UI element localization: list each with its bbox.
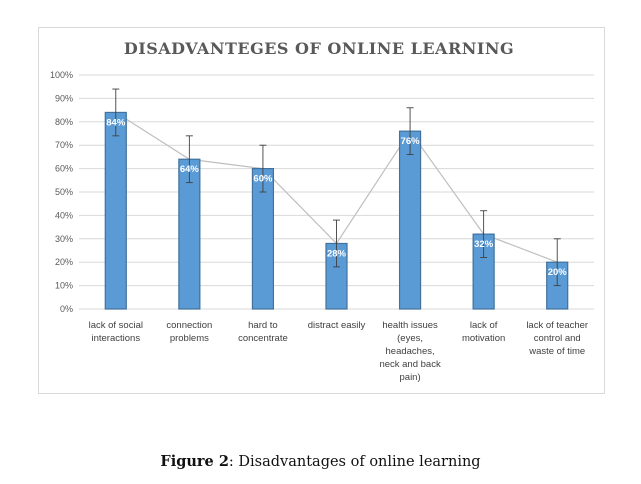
caption-label: Figure 2 bbox=[160, 453, 229, 470]
chart-title: DISADVANTEGES OF ONLINE LEARNING bbox=[124, 39, 514, 58]
data-label: 64% bbox=[180, 164, 200, 175]
figure-caption: Figure 2: Disadvantages of online learni… bbox=[0, 453, 641, 470]
y-tick-label: 20% bbox=[55, 257, 73, 267]
data-label: 76% bbox=[401, 136, 421, 147]
data-label: 32% bbox=[474, 239, 494, 250]
x-category-label: lack of social bbox=[89, 320, 143, 331]
x-category-label: waste of time bbox=[528, 346, 585, 357]
x-category-label: connection bbox=[166, 320, 212, 331]
x-category-label: control and bbox=[534, 333, 581, 344]
y-tick-label: 30% bbox=[55, 234, 73, 244]
data-label: 20% bbox=[548, 267, 568, 278]
x-category-label: lack of bbox=[470, 320, 498, 331]
data-label: 28% bbox=[327, 248, 347, 259]
y-tick-label: 50% bbox=[55, 187, 73, 197]
caption-text: : Disadvantages of online learning bbox=[228, 454, 481, 470]
x-category-label: pain) bbox=[400, 372, 421, 383]
y-tick-label: 40% bbox=[55, 210, 73, 220]
y-tick-label: 10% bbox=[55, 281, 73, 291]
y-tick-label: 70% bbox=[55, 140, 73, 150]
x-category-label: health issues bbox=[382, 320, 438, 331]
x-category-label: concentrate bbox=[238, 333, 288, 344]
bar bbox=[104, 111, 127, 310]
x-category-label: neck and back bbox=[379, 359, 441, 370]
y-tick-label: 80% bbox=[55, 117, 73, 127]
x-category-label: (eyes, bbox=[397, 333, 423, 344]
x-category-label: lack of teacher bbox=[526, 320, 588, 331]
y-tick-label: 60% bbox=[55, 164, 73, 174]
x-category-label: interactions bbox=[91, 333, 140, 344]
data-label: 84% bbox=[106, 117, 126, 128]
x-category-label: problems bbox=[170, 333, 209, 344]
x-category-label: headaches, bbox=[386, 346, 435, 357]
x-category-label: hard to bbox=[248, 320, 278, 331]
x-category-label: distract easily bbox=[308, 320, 366, 331]
chart-svg: DISADVANTEGES OF ONLINE LEARNING 84% 64% 6… bbox=[50, 39, 594, 383]
x-category-label: motivation bbox=[462, 333, 505, 344]
bar bbox=[398, 130, 422, 310]
y-tick-label: 0% bbox=[60, 304, 73, 314]
data-label: 60% bbox=[253, 174, 273, 185]
y-tick-label: 100% bbox=[50, 70, 73, 80]
y-tick-label: 90% bbox=[55, 93, 73, 103]
chart-area: DISADVANTEGES OF ONLINE LEARNING 84% 64% 6… bbox=[38, 27, 605, 394]
